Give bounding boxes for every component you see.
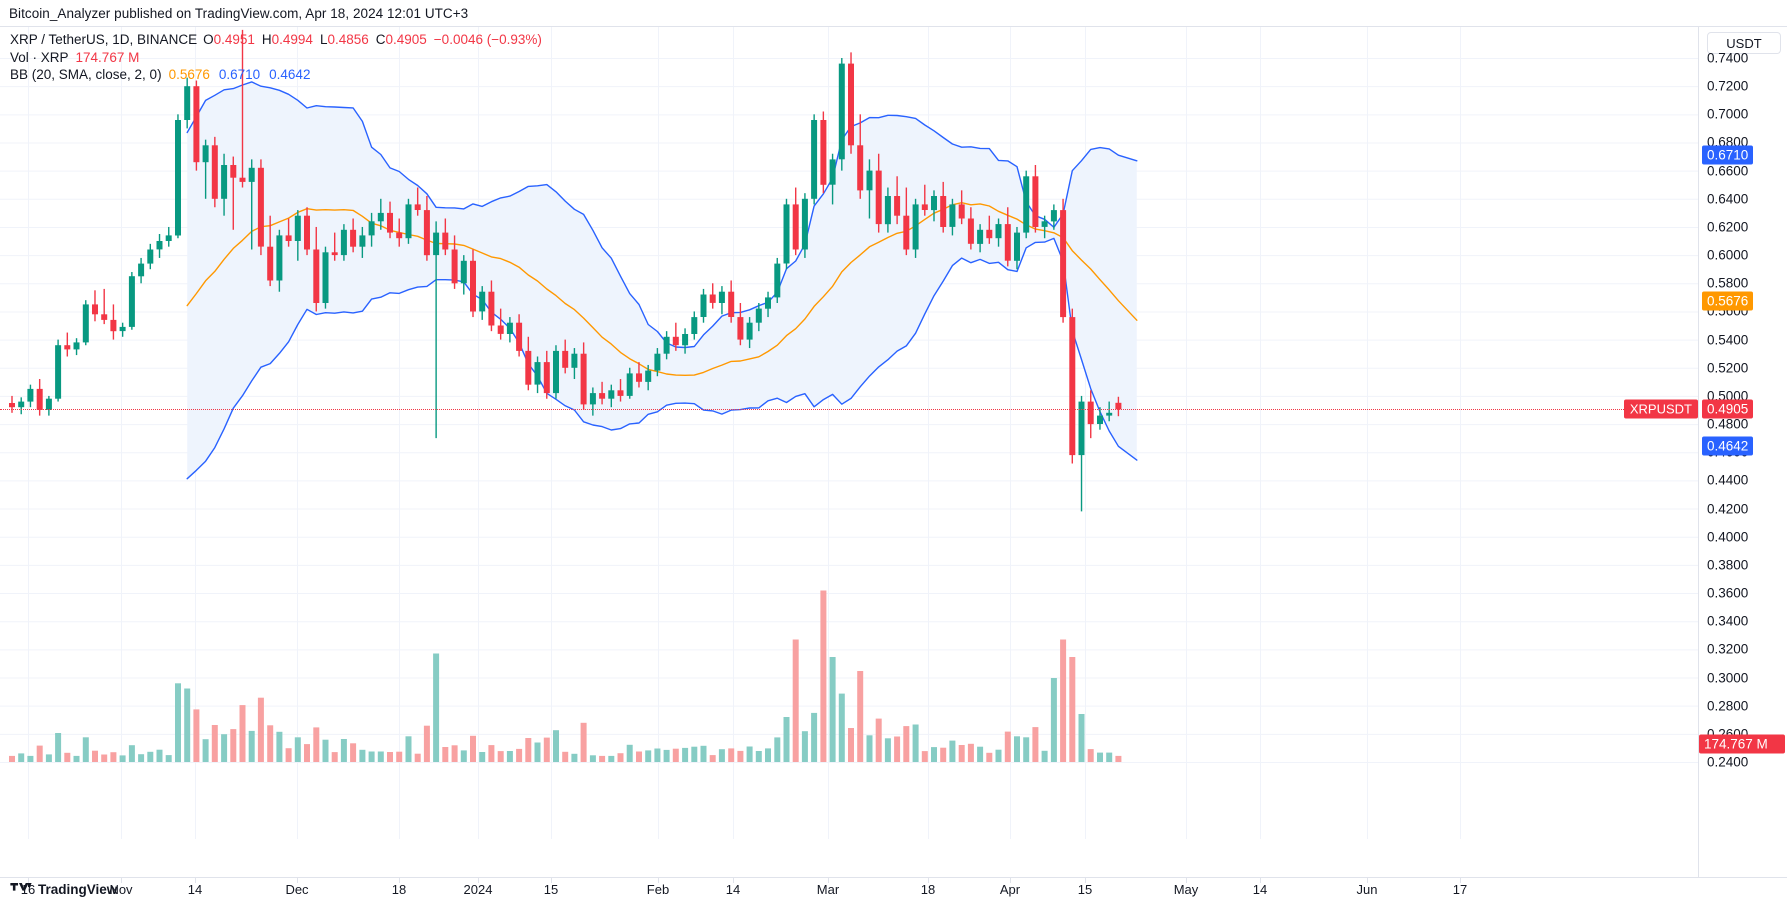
time-axis-separator <box>1367 878 1368 883</box>
price-axis-tick: 0.6600 <box>1707 163 1749 179</box>
tradingview-logo[interactable]: TradingView <box>10 882 117 897</box>
publisher-bar: Bitcoin_Analyzer published on TradingVie… <box>0 0 1787 26</box>
price-axis-unit[interactable]: USDT <box>1707 32 1781 54</box>
time-axis-tick: May <box>1173 882 1199 897</box>
bb-lower-badge[interactable]: 0.4642 <box>1702 436 1754 456</box>
publisher-text: Bitcoin_Analyzer published on TradingVie… <box>9 5 469 21</box>
time-axis-tick: 16 <box>20 882 36 897</box>
time-axis-tick: Feb <box>646 882 670 897</box>
chart-frame: XRPUSDT XRP / TetherUS, 1D, BINANCE O0.4… <box>0 26 1787 878</box>
time-axis-separator <box>551 878 552 883</box>
price-axis-tick: 0.3600 <box>1707 585 1749 601</box>
time-axis-tick: 14 <box>1252 882 1268 897</box>
price-axis-tick: 0.4400 <box>1707 472 1749 488</box>
price-axis-unit-label: USDT <box>1726 35 1762 51</box>
time-axis-tick: Nov <box>109 882 133 897</box>
time-axis-separator <box>297 878 298 883</box>
time-axis-separator <box>1260 878 1261 883</box>
price-axis-tick: 0.6000 <box>1707 247 1749 263</box>
time-axis-separator <box>1085 878 1086 883</box>
last-price-badge[interactable]: 0.4905 <box>1702 399 1754 419</box>
price-axis-tick: 0.6200 <box>1707 219 1749 235</box>
tradingview-brand: TradingView <box>38 882 118 897</box>
price-axis-tick: 0.5800 <box>1707 275 1749 291</box>
volume-badge[interactable]: 174.767 M <box>1699 734 1785 754</box>
time-axis-separator <box>1010 878 1011 883</box>
time-axis-tick: Mar <box>816 882 840 897</box>
time-axis-separator <box>1186 878 1187 883</box>
price-axis-tick: 0.7200 <box>1707 78 1749 94</box>
footer: TradingView <box>0 878 1787 904</box>
time-axis-tick: 15 <box>1077 882 1093 897</box>
price-axis[interactable]: USDT 0.7400 0.7200 0.7000 0.6800 0.6600 0.640… <box>1698 27 1787 877</box>
time-axis-separator <box>733 878 734 883</box>
last-price-line <box>0 409 1698 411</box>
price-axis-tick: 0.4800 <box>1707 416 1749 432</box>
time-axis-tick: 14 <box>725 882 741 897</box>
price-axis-tick: 0.3800 <box>1707 557 1749 573</box>
time-axis-separator <box>1460 878 1461 883</box>
price-axis-tick: 0.7400 <box>1707 50 1749 66</box>
tradingview-mark-icon <box>10 883 32 891</box>
price-axis-tick: 0.2400 <box>1707 754 1749 770</box>
time-axis-tick: 17 <box>1452 882 1468 897</box>
price-axis-tick: 0.3200 <box>1707 641 1749 657</box>
time-axis-separator <box>28 878 29 883</box>
time-axis-tick: Jun <box>1356 882 1378 897</box>
time-axis-separator <box>195 878 196 883</box>
time-axis-separator <box>121 878 122 883</box>
candlestick-series[interactable] <box>0 27 1698 877</box>
price-axis-tick: 0.3000 <box>1707 670 1749 686</box>
symbol-price-badge-label: XRPUSDT <box>1629 401 1692 417</box>
time-axis-tick: 15 <box>543 882 559 897</box>
price-axis-tick: 0.5000 <box>1707 388 1749 404</box>
time-axis-tick: 14 <box>187 882 203 897</box>
time-axis-separator <box>478 878 479 883</box>
time-axis-separator <box>658 878 659 883</box>
time-axis-tick: Dec <box>285 882 309 897</box>
symbol-price-badge[interactable]: XRPUSDT <box>1623 399 1698 419</box>
price-axis-tick: 0.6400 <box>1707 191 1749 207</box>
price-axis-tick: 0.3400 <box>1707 613 1749 629</box>
time-axis[interactable]: 16 Nov 14 Dec 18 2024 15 Feb 14 Mar 18 Apr 15 May 14 Ju… <box>0 878 1787 904</box>
price-axis-tick: 0.7000 <box>1707 106 1749 122</box>
volume-series[interactable] <box>0 27 1698 877</box>
price-axis-tick: 0.4000 <box>1707 529 1749 545</box>
time-axis-separator <box>399 878 400 883</box>
bb-basis-badge[interactable]: 0.5676 <box>1702 291 1754 311</box>
price-axis-tick: 0.5200 <box>1707 360 1749 376</box>
time-axis-separator <box>828 878 829 883</box>
time-axis-tick: 18 <box>391 882 407 897</box>
price-axis-tick: 0.4200 <box>1707 501 1749 517</box>
chart-pane[interactable]: XRPUSDT XRP / TetherUS, 1D, BINANCE O0.4… <box>0 27 1698 877</box>
time-axis-separator <box>928 878 929 883</box>
time-axis-tick: Apr <box>999 882 1021 897</box>
bb-upper-badge[interactable]: 0.6710 <box>1702 145 1754 165</box>
time-axis-tick: 2024 <box>463 882 493 897</box>
price-axis-tick: 0.2800 <box>1707 698 1749 714</box>
price-axis-tick: 0.5400 <box>1707 332 1749 348</box>
time-axis-tick: 18 <box>920 882 936 897</box>
